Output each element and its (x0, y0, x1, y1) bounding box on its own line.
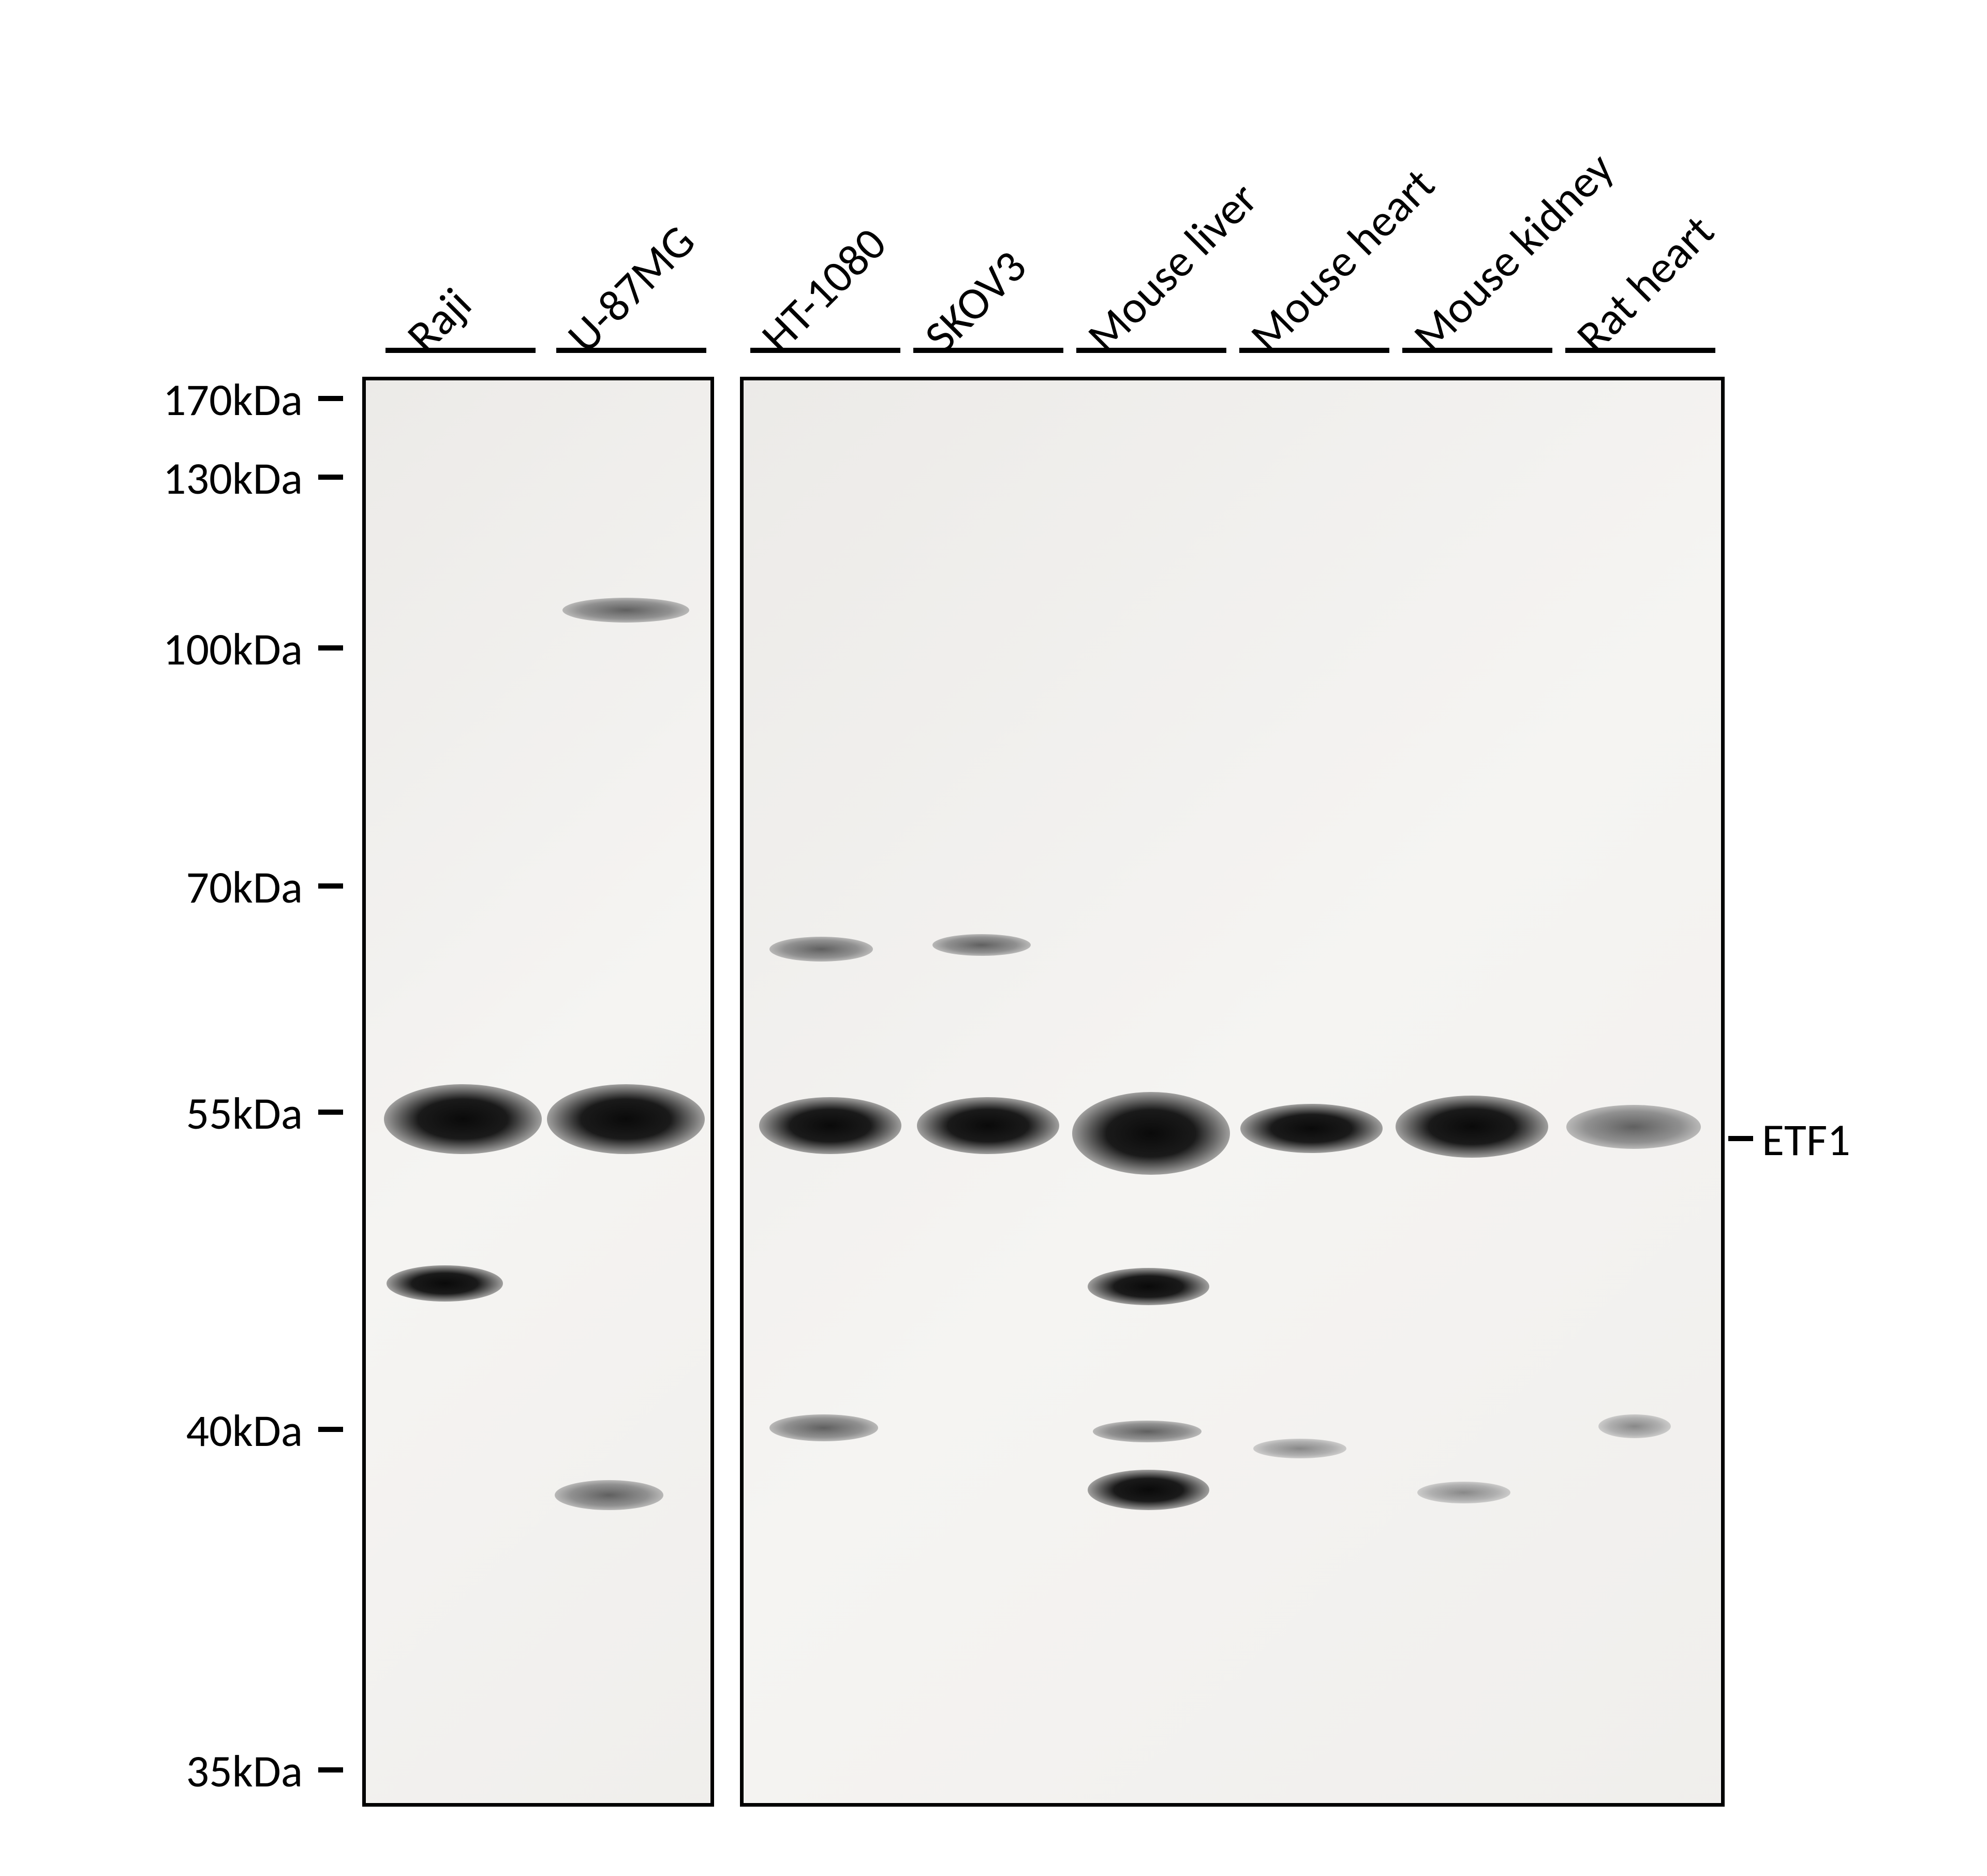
band (917, 1097, 1059, 1154)
lane-underline (750, 348, 900, 353)
marker-tick (318, 396, 343, 401)
band (387, 1265, 503, 1302)
band (1566, 1105, 1701, 1149)
lane-label: Mouse liver (1076, 171, 1269, 364)
band (1093, 1421, 1202, 1442)
marker-tick (318, 475, 343, 480)
lane-underline (1402, 348, 1552, 353)
band (384, 1084, 542, 1154)
target-protein-label: ETF1 (1762, 1112, 1850, 1168)
marker-label: 40kDa (114, 1402, 303, 1458)
band (1253, 1439, 1346, 1458)
western-blot-figure: Raji U-87MG HT-1080 SKOV3 Mouse liver Mo… (0, 0, 1987, 1876)
marker-label: 35kDa (114, 1743, 303, 1799)
marker-tick (318, 883, 343, 889)
band (555, 1480, 663, 1510)
lane-underline (385, 348, 536, 353)
marker-tick (318, 1427, 343, 1432)
band (1396, 1096, 1548, 1158)
band (769, 937, 873, 962)
lane-underline (913, 348, 1063, 353)
band (759, 1097, 901, 1154)
lane-underline (556, 348, 706, 353)
lane-label: HT-1080 (750, 216, 898, 364)
marker-tick (318, 645, 343, 651)
marker-label: 170kDa (114, 372, 303, 427)
marker-tick (318, 1767, 343, 1772)
lane-underline (1565, 348, 1715, 353)
band (1072, 1092, 1230, 1175)
band (562, 598, 689, 623)
band (547, 1084, 705, 1154)
marker-tick (318, 1110, 343, 1115)
target-tick (1728, 1136, 1753, 1141)
band (932, 934, 1031, 956)
lane-label: SKOV3 (913, 239, 1038, 364)
marker-label: 70kDa (114, 859, 303, 915)
band (769, 1414, 878, 1441)
band (1240, 1104, 1383, 1153)
band (1417, 1482, 1510, 1503)
blot-panel-right (740, 377, 1725, 1807)
band (1088, 1470, 1209, 1510)
lane-underline (1076, 348, 1226, 353)
marker-label: 100kDa (114, 621, 303, 677)
marker-label: 55kDa (114, 1085, 303, 1141)
lane-underline (1239, 348, 1389, 353)
blot-panel-left (362, 377, 714, 1807)
marker-label: 130kDa (114, 450, 303, 506)
lane-label: U-87MG (556, 213, 706, 364)
band (1598, 1414, 1671, 1438)
band (1088, 1268, 1209, 1305)
lane-label: Rat heart (1565, 203, 1725, 364)
blot-background (744, 380, 1721, 1803)
